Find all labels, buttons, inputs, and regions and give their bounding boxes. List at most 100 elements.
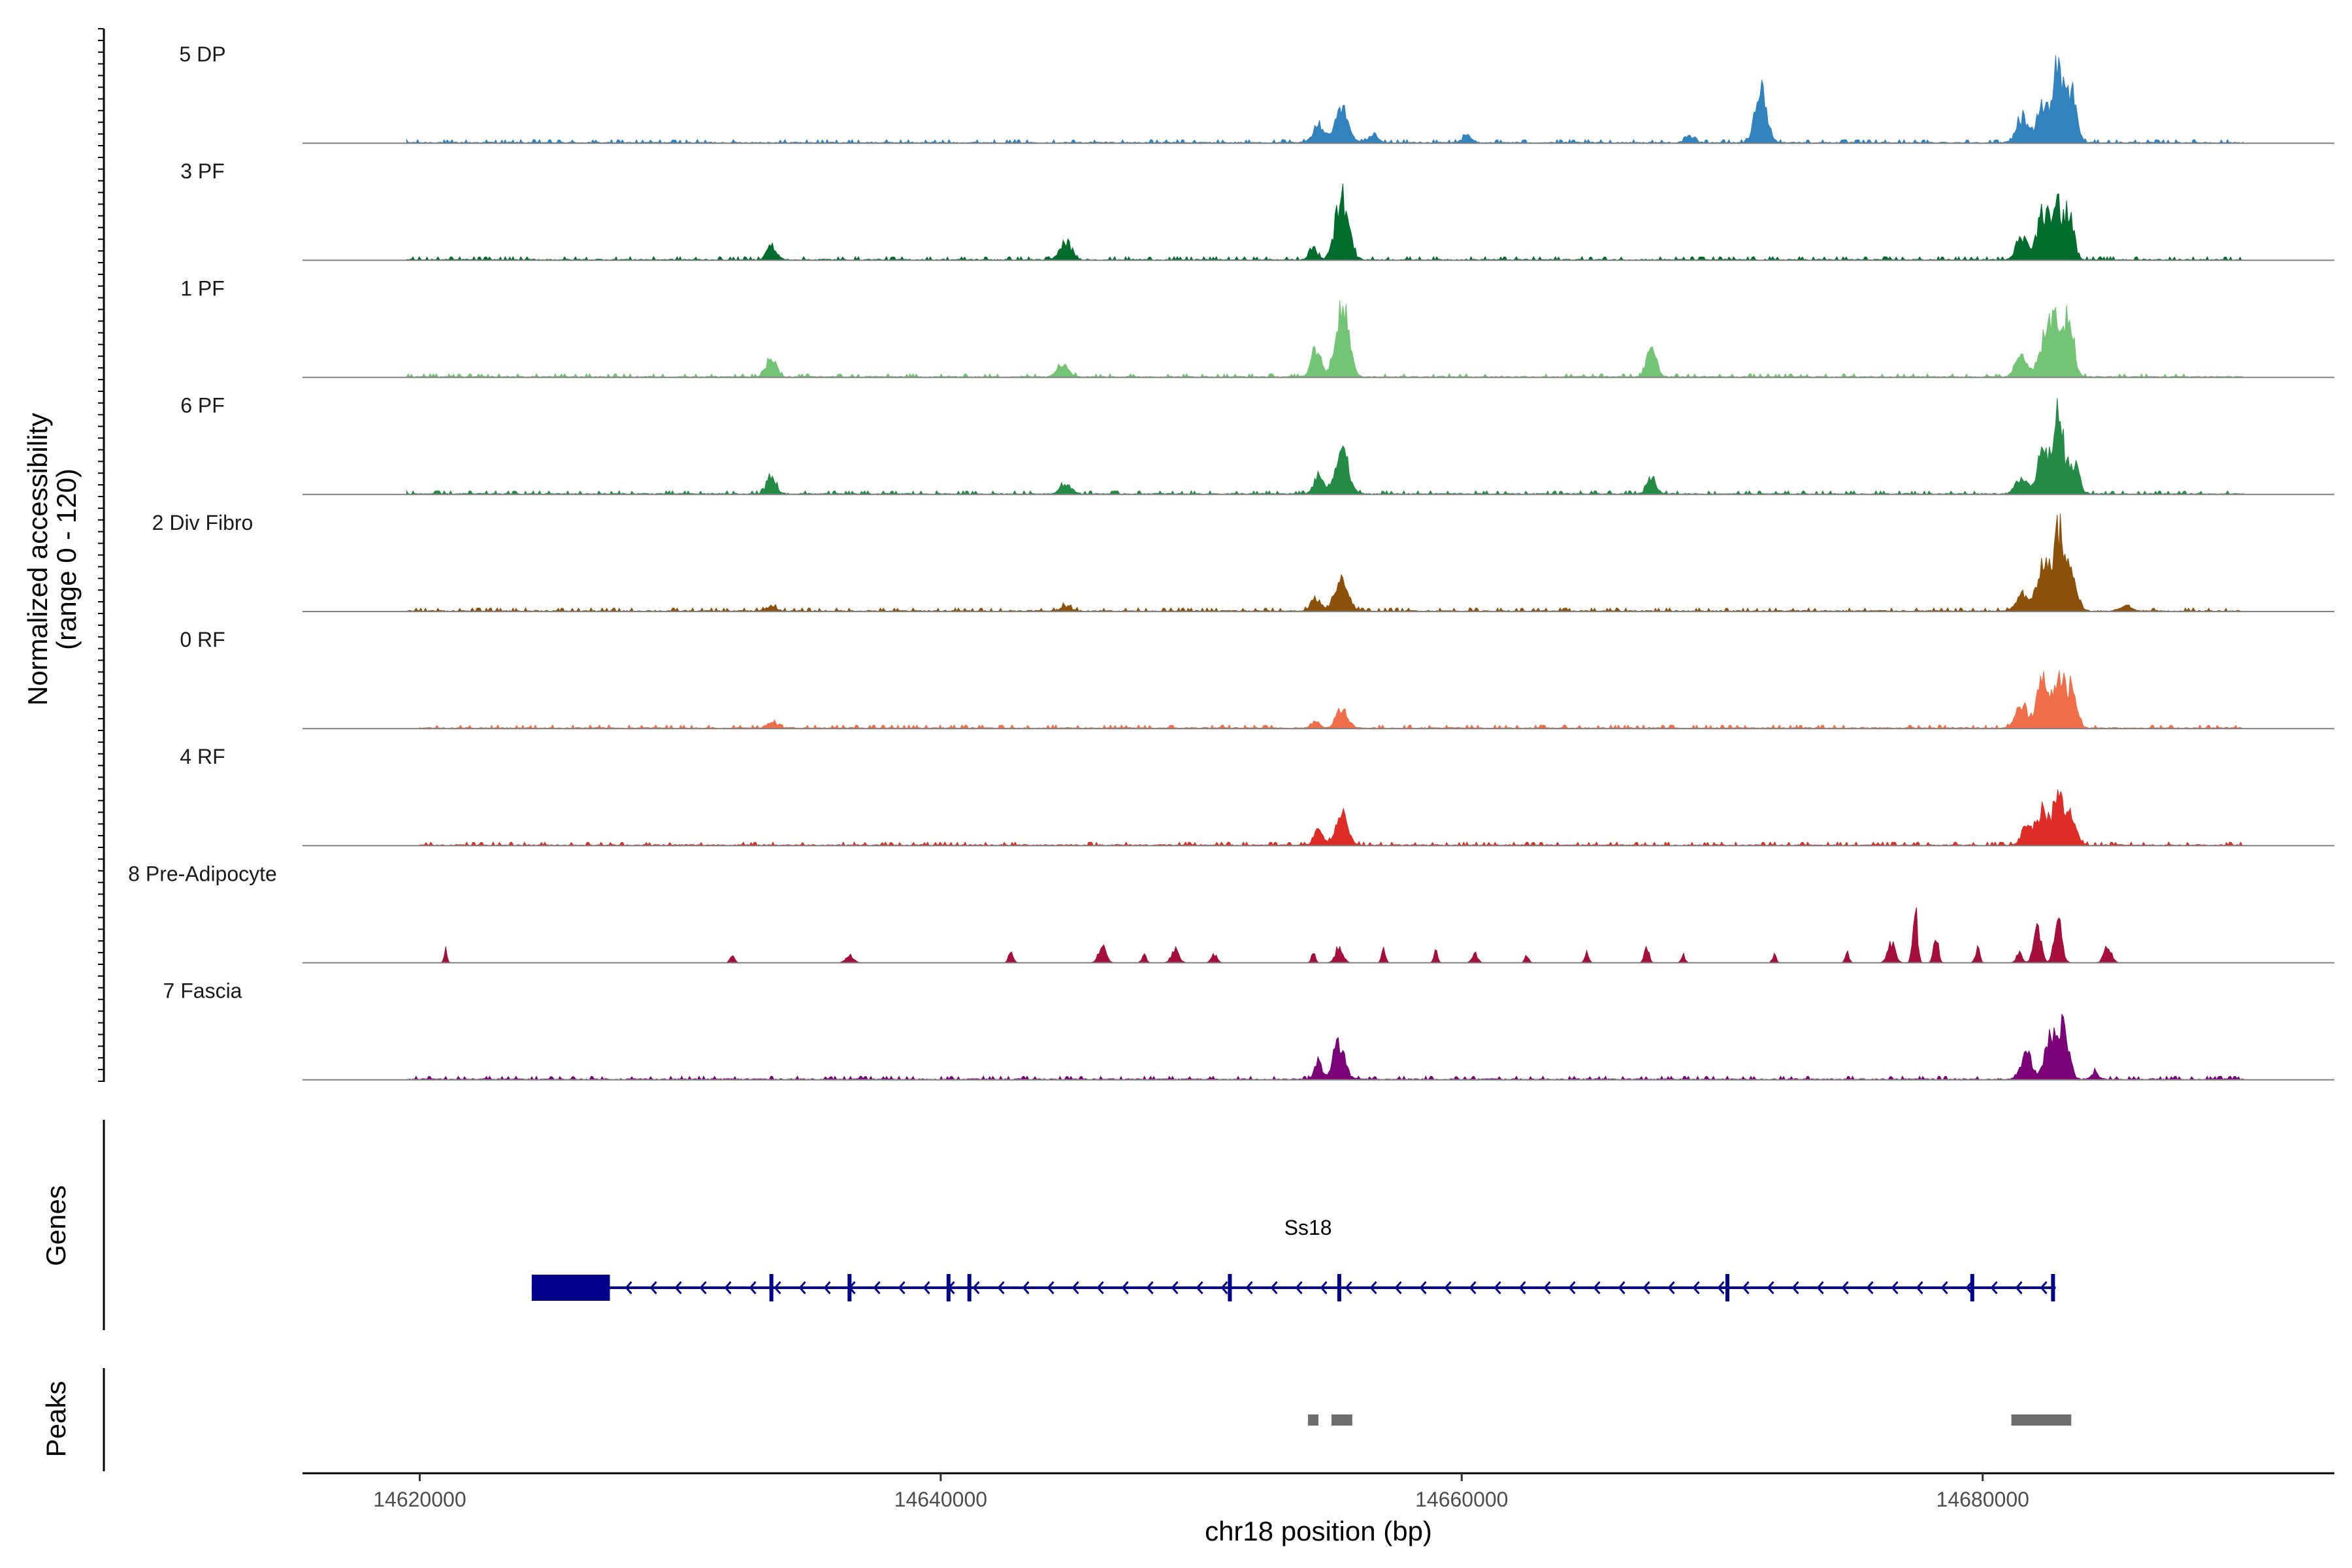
track-3-pf: 3 PF [180,159,2334,261]
strand-chevron [1767,1281,1774,1294]
gene-exon [2051,1274,2055,1301]
strand-chevron [1047,1281,1054,1294]
strand-chevron [1891,1281,1899,1294]
genes-panel-title: Genes [41,1185,71,1266]
strand-chevron [947,1281,955,1294]
strand-chevron [972,1281,980,1294]
strand-chevron [1816,1281,1824,1294]
strand-chevron [1742,1281,1750,1294]
strand-chevron [997,1281,1005,1294]
track-label: 4 RF [180,745,225,768]
strand-chevron [1717,1281,1725,1294]
gene-model: Ss18 [531,1216,2056,1301]
peaks-panel-title: Peaks [41,1381,71,1458]
track-7-fascia: 7 Fascia [163,979,2334,1081]
strand-chevron [649,1281,657,1294]
strand-chevron [923,1281,930,1294]
x-tick-label: 14680000 [1936,1488,2029,1511]
x-axis-ticks: 14620000 14640000 14660000 14680000 [373,1473,2029,1511]
track-8-pre-adipocyte: 8 Pre-Adipocyte [128,862,2334,964]
strand-chevron [774,1281,781,1294]
strand-chevron [848,1281,856,1294]
strand-chevron [1791,1281,1799,1294]
x-tick-label: 14660000 [1415,1488,1508,1511]
strand-chevron [2015,1281,2023,1294]
strand-chevron [898,1281,906,1294]
strand-chevron [1096,1281,1104,1294]
strand-chevron [1419,1281,1427,1294]
coverage-tracks: 5 DP 3 PF 1 PF 6 PF 2 Div Fibro 0 RF 4 RF 8 Pre… [128,42,2334,1081]
gene-exon [1337,1274,1341,1301]
y-axis-title-line1: Normalized accessibility [22,413,53,706]
track-0-rf: 0 RF [180,628,2334,730]
strand-chevron [1543,1281,1551,1294]
strand-chevron [1692,1281,1700,1294]
strand-chevron [798,1281,806,1294]
x-axis-title: chr18 position (bp) [1205,1516,1432,1546]
peak-region [1331,1414,1352,1426]
strand-chevron [1618,1281,1625,1294]
strand-chevron [749,1281,757,1294]
strand-chevron [1667,1281,1675,1294]
coverage-y-axis-ticks [98,28,104,1082]
peak-region [2011,1414,2072,1426]
strand-chevron [1171,1281,1179,1294]
strand-chevron [1518,1281,1526,1294]
track-label: 1 PF [180,276,225,300]
gene-exon [769,1274,774,1301]
coverage-area [406,514,2244,613]
strand-chevron [823,1281,831,1294]
strand-chevron [1568,1281,1576,1294]
strand-chevron [1940,1281,1948,1294]
track-5-dp: 5 DP [179,42,2334,144]
strand-chevron [1320,1281,1328,1294]
strand-chevron [2040,1281,2048,1294]
track-label: 3 PF [180,159,225,183]
gene-utr-block [531,1275,610,1301]
coverage-area [406,1013,2244,1081]
coverage-area [406,398,2244,495]
strand-chevron [1469,1281,1477,1294]
x-tick-label: 14620000 [373,1488,466,1511]
track-label: 6 PF [180,394,225,417]
gene-exon [967,1274,972,1301]
y-axis-title-line2: (range 0 - 120) [51,468,82,650]
track-4-rf: 4 RF [180,745,2334,847]
strand-chevron [1270,1281,1278,1294]
strand-chevron [1345,1281,1352,1294]
strand-chevron [1841,1281,1849,1294]
peak-regions [1308,1414,2072,1426]
strand-chevron [724,1281,732,1294]
strand-chevron [1990,1281,1998,1294]
strand-chevron [674,1281,682,1294]
strand-chevron [699,1281,707,1294]
strand-chevron [1444,1281,1452,1294]
gene-exon [1725,1274,1729,1301]
strand-chevron [1295,1281,1303,1294]
x-tick-label: 14640000 [894,1488,987,1511]
y-axis-title: Normalized accessibility (range 0 - 120) [22,413,82,706]
strand-chevron [1642,1281,1650,1294]
strand-chevron [625,1281,632,1294]
strand-chevron [1245,1281,1253,1294]
genes-title: Genes [41,1185,71,1266]
track-1-pf: 1 PF [180,276,2334,378]
strand-chevron [1220,1281,1228,1294]
strand-chevron [1965,1281,1973,1294]
peak-region [1308,1414,1318,1426]
track-label: 2 Div Fibro [152,511,253,534]
strand-chevron [1022,1281,1030,1294]
gene-exon [1970,1274,1974,1301]
strand-chevron [1146,1281,1154,1294]
track-6-pf: 6 PF [180,394,2334,495]
strand-chevron [1121,1281,1129,1294]
strand-chevron [1071,1281,1079,1294]
track-label: 8 Pre-Adipocyte [128,862,277,885]
strand-chevron [1494,1281,1501,1294]
strand-chevron [1916,1281,1923,1294]
strand-chevron [1196,1281,1203,1294]
strand-chevron [1394,1281,1402,1294]
strand-chevron [1369,1281,1377,1294]
